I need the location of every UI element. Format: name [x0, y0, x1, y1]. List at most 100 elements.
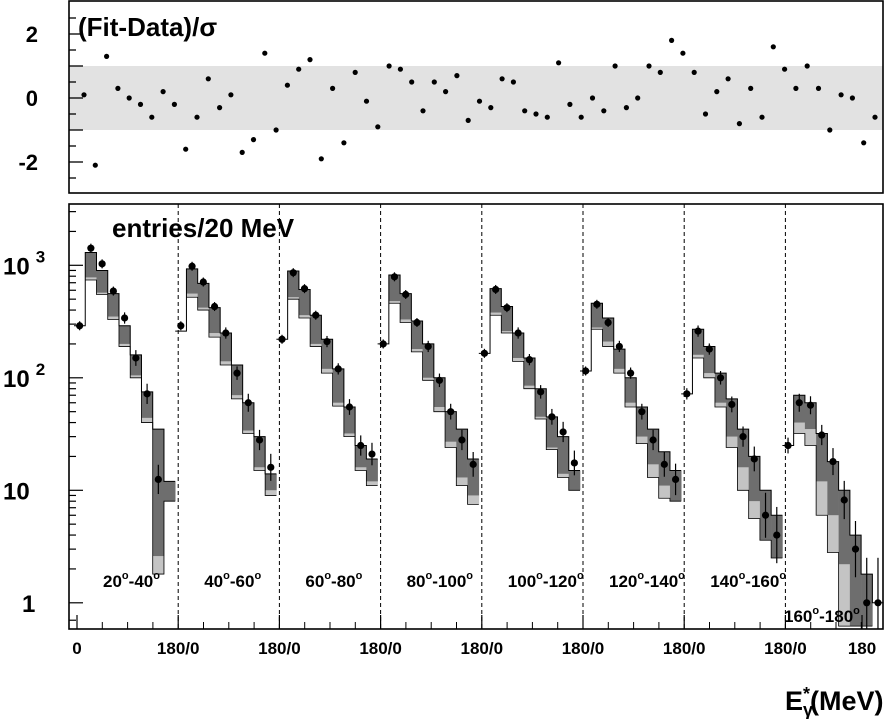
- residual-point: [748, 85, 754, 91]
- data-point: [357, 441, 365, 450]
- residual-point: [307, 57, 313, 63]
- x-axis-label: Eγ*(MeV): [785, 684, 884, 719]
- bin-light-band: [287, 297, 300, 300]
- window-80-100: [377, 272, 480, 505]
- spectra-y-tick-label: 10 3: [3, 247, 45, 280]
- data-point: [233, 369, 241, 377]
- bin-light-band: [804, 429, 817, 446]
- data-point: [694, 327, 702, 335]
- bin-dark-band: [163, 481, 176, 502]
- data-point: [829, 457, 837, 466]
- bin-dark-band: [849, 535, 862, 627]
- residual-point: [397, 66, 403, 72]
- bin-light-band: [557, 473, 570, 478]
- residual-point: [567, 101, 573, 107]
- residual-point: [228, 92, 234, 98]
- angle-window-label: 20o-40o: [103, 570, 160, 591]
- residual-point: [443, 89, 449, 95]
- bin-dark-band: [355, 445, 367, 468]
- data-point: [289, 269, 297, 277]
- residual-point: [341, 140, 347, 146]
- residual-point: [635, 95, 641, 101]
- data-point: [345, 403, 354, 411]
- spectra-x-ticks: 0 180/0 180/0 180/0 180/0 180/0 180/0 180/0 180: [72, 615, 876, 658]
- data-point: [300, 285, 309, 293]
- fit-lower-line: [692, 357, 783, 559]
- data-point: [458, 436, 466, 444]
- bin-light-band: [366, 481, 378, 486]
- residual-point: [239, 149, 245, 155]
- residual-point: [793, 85, 799, 91]
- data-point: [683, 390, 691, 398]
- residual-point: [770, 44, 776, 50]
- bin-light-band: [96, 292, 109, 295]
- bin-light-band: [456, 477, 468, 486]
- residual-title: (Fit-Data)/σ: [78, 12, 217, 42]
- residual-point: [183, 146, 189, 152]
- residual-points: [81, 37, 878, 168]
- bin-dark-band: [186, 268, 198, 294]
- bin-light-band: [220, 361, 232, 365]
- bin-light-band: [388, 301, 401, 304]
- residual-point: [115, 85, 121, 91]
- fit-lower-line: [490, 314, 580, 491]
- bin-light-band: [748, 501, 761, 519]
- residual-point: [386, 63, 392, 69]
- bin-light-band: [535, 416, 547, 420]
- residual-point: [92, 162, 98, 168]
- bin-light-band: [130, 375, 142, 378]
- bin-light-band: [85, 277, 97, 281]
- bin-dark-band: [287, 270, 300, 298]
- residual-point: [81, 92, 87, 98]
- bin-dark-band: [490, 288, 502, 313]
- data-point: [604, 318, 612, 327]
- residual-point: [149, 114, 155, 120]
- bin-light-band: [602, 341, 615, 347]
- residual-point: [126, 95, 132, 101]
- window-60-80: [276, 268, 378, 487]
- residual-point: [431, 79, 437, 85]
- data-point: [840, 496, 848, 504]
- bin-dark-band: [231, 364, 243, 396]
- spectra-title: entries/20 MeV: [112, 213, 295, 243]
- spectra-x-tick-label: 180/0: [562, 639, 605, 658]
- bin-dark-band: [456, 429, 468, 478]
- window-120-140: [580, 299, 682, 502]
- bin-dark-band: [838, 490, 851, 565]
- data-point: [379, 340, 387, 348]
- data-point: [582, 367, 590, 375]
- residual-point: [838, 92, 844, 98]
- residual-point: [465, 117, 471, 123]
- residual-point: [544, 114, 550, 120]
- residual-point: [702, 111, 709, 117]
- data-point: [368, 450, 376, 458]
- data-point: [222, 329, 230, 337]
- bin-light-band: [658, 485, 671, 499]
- residual-point: [104, 53, 110, 60]
- residual-point: [669, 37, 675, 44]
- residual-point: [194, 114, 200, 120]
- residual-point: [137, 101, 144, 107]
- fit-lower-line: [186, 296, 277, 496]
- spectra-frame: [68, 203, 884, 630]
- residual-point: [217, 105, 223, 111]
- bin-dark-band: [118, 325, 131, 344]
- bin-light-band: [208, 333, 221, 338]
- spectra-x-tick-label: 180/0: [461, 639, 504, 658]
- residual-point: [736, 121, 743, 127]
- data-point: [143, 390, 151, 398]
- residual-point: [375, 124, 381, 130]
- residual-point: [205, 76, 211, 82]
- bin-light-band: [186, 293, 198, 298]
- bin-light-band: [827, 515, 839, 553]
- residual-point: [646, 63, 652, 69]
- data-point: [267, 463, 275, 471]
- data-point: [121, 314, 129, 322]
- bin-dark-band: [523, 357, 536, 386]
- bin-dark-band: [321, 339, 333, 369]
- bin-dark-band: [636, 407, 648, 437]
- residual-point: [330, 85, 336, 91]
- bin-dark-band: [298, 289, 311, 316]
